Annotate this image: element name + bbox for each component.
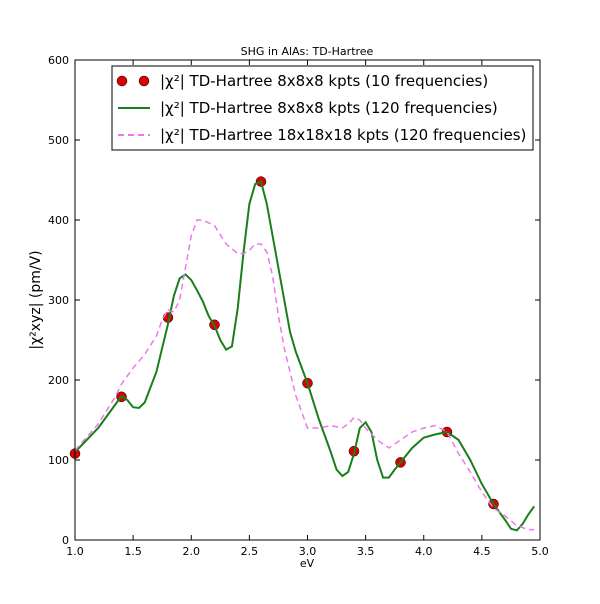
chart-title: SHG in AlAs: TD-Hartree — [241, 45, 374, 58]
x-tick-label: 1.5 — [124, 545, 142, 558]
legend-label: |χ²| TD-Hartree 8x8x8 kpts (120 frequenc… — [160, 99, 498, 117]
x-tick-label: 4.5 — [473, 545, 491, 558]
y-tick-label: 500 — [48, 134, 69, 147]
y-tick-label: 200 — [48, 374, 69, 387]
plot-frame — [74, 59, 541, 541]
x-tick-label: 3.0 — [299, 545, 317, 558]
y-tick-label: 100 — [48, 454, 69, 467]
legend-label: |χ²| TD-Hartree 18x18x18 kpts (120 frequ… — [160, 126, 526, 144]
x-tick-label: 2.5 — [241, 545, 259, 558]
x-tick-label: 1.0 — [66, 545, 84, 558]
legend-box — [111, 65, 534, 151]
x-tick-label: 4.0 — [415, 545, 433, 558]
y-tick-label: 0 — [62, 534, 69, 547]
y-tick-label: 300 — [48, 294, 69, 307]
y-axis-label: |χ²xyz| (pm/V) — [28, 250, 44, 349]
legend-marker — [138, 75, 150, 87]
y-tick-label: 600 — [48, 54, 69, 67]
y-tick-label: 400 — [48, 214, 69, 227]
series-line — [74, 180, 535, 532]
series-line — [74, 219, 535, 531]
legend-label: |χ²| TD-Hartree 8x8x8 kpts (10 frequenci… — [160, 72, 488, 90]
x-tick-label: 2.0 — [183, 545, 201, 558]
x-axis-label: eV — [300, 557, 315, 570]
x-tick-label: 5.0 — [531, 545, 549, 558]
legend-marker — [116, 75, 128, 87]
x-tick-label: 3.5 — [357, 545, 375, 558]
